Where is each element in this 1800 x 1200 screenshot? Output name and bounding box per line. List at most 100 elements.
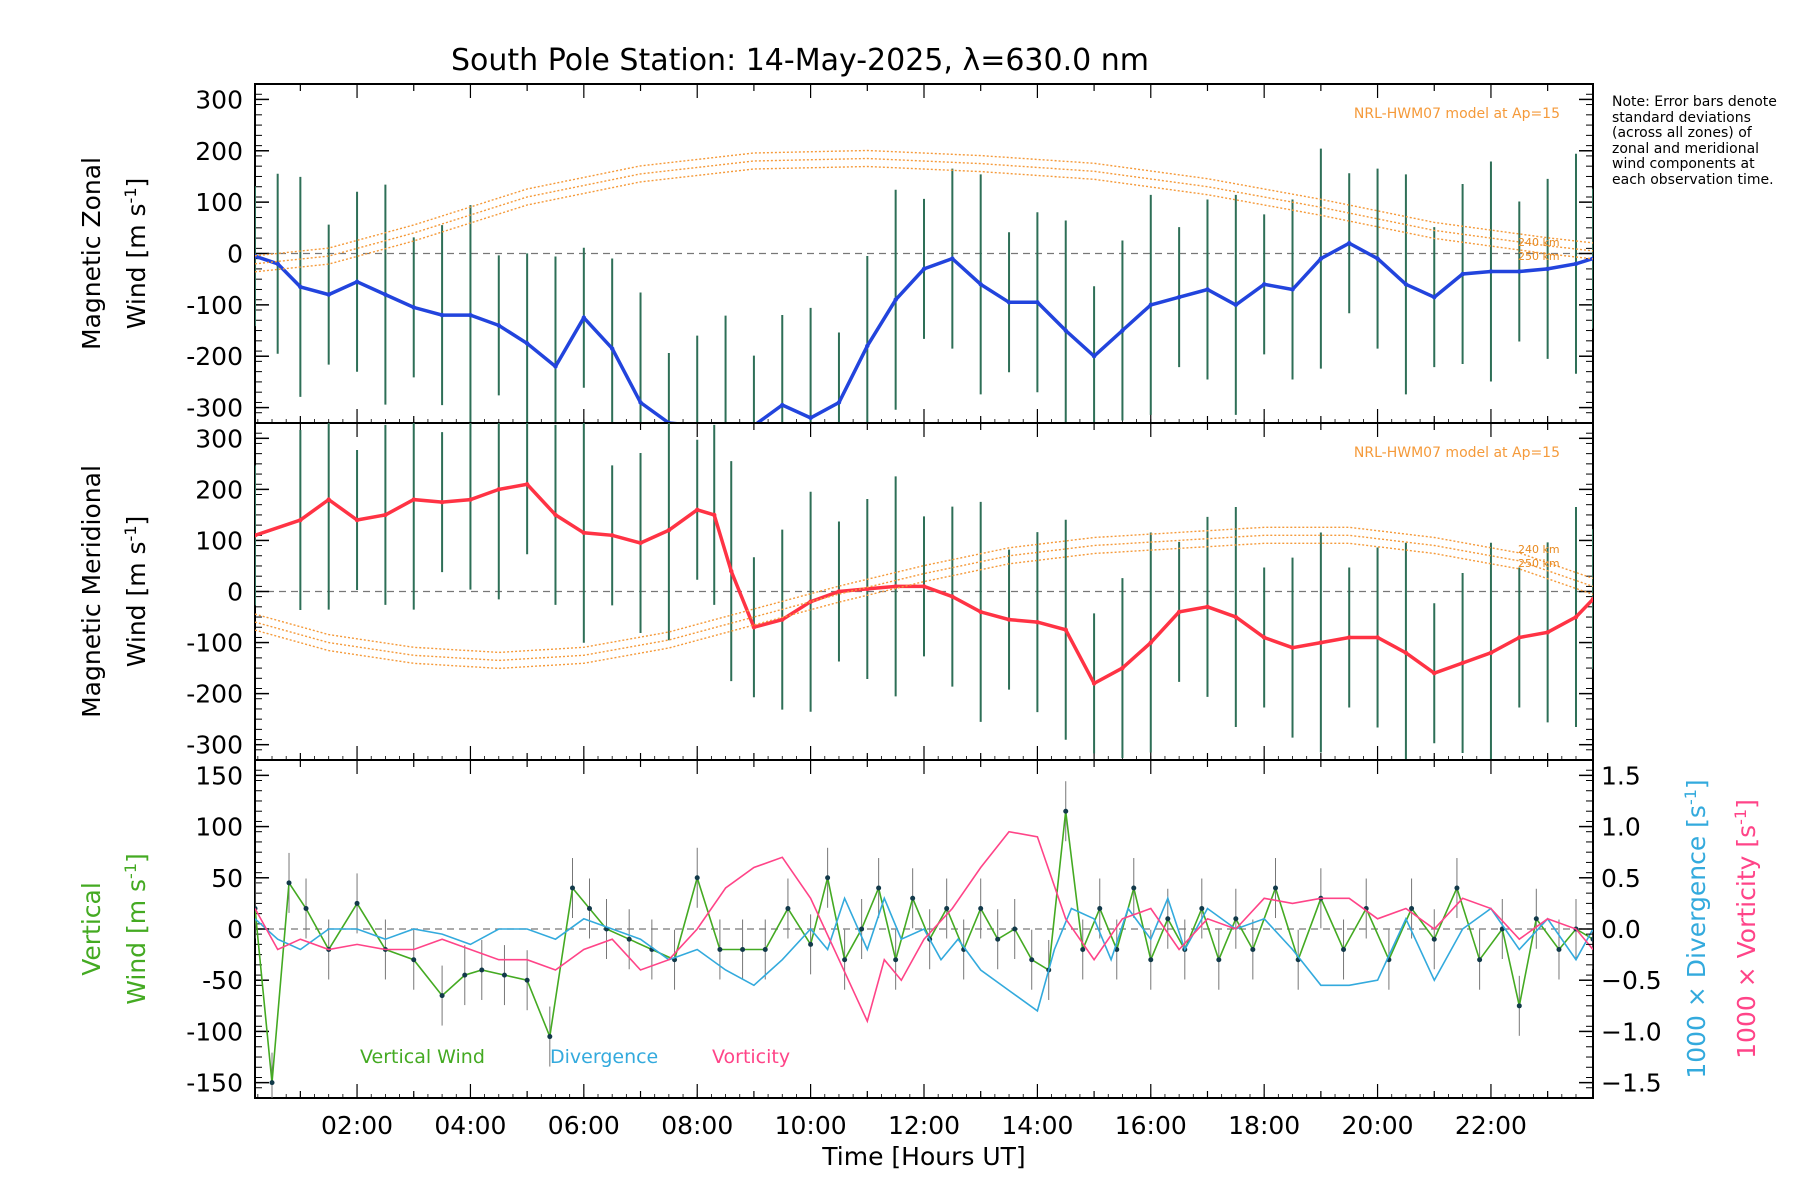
data-point (501, 972, 507, 978)
data-point (1432, 294, 1437, 300)
y2-tick-label: 1.0 (1601, 813, 1641, 842)
series-line (255, 896, 1593, 1013)
data-point (1006, 617, 1012, 622)
data-point (859, 926, 865, 932)
data-point (1403, 650, 1409, 655)
data-point (1545, 266, 1550, 272)
y2-tick-label: 1.5 (1601, 761, 1641, 790)
series-line (255, 811, 1593, 1083)
data-point (1120, 328, 1125, 333)
legend-item: Divergence (550, 1046, 658, 1068)
data-point (694, 875, 700, 881)
data-point (326, 497, 331, 502)
data-point (638, 400, 643, 405)
data-point (1290, 645, 1295, 650)
data-point (1233, 302, 1239, 308)
data-point (626, 936, 632, 942)
y-tick-label: -100 (186, 1017, 243, 1046)
y-tick-label: 200 (195, 475, 243, 504)
x-axis-label: Time [Hours UT] (821, 1142, 1025, 1171)
data-point (354, 900, 360, 906)
panels: -300 -200 -100 0 100 200 300 Magnetic Zonal Wind… (77, 83, 1761, 1171)
data-point (1318, 640, 1324, 645)
series-zonal-wind (255, 148, 1593, 423)
data-point (303, 906, 309, 912)
data-point (1176, 609, 1182, 615)
data-point (1176, 294, 1182, 300)
data-point (1516, 1003, 1522, 1009)
data-point (354, 279, 360, 284)
y-axis-label-line1: Vertical (77, 882, 106, 976)
y-axis-label-line2: Wind [m s-1] (121, 178, 151, 330)
panel-vertical: -150 -100 -50 0 50 100 150 Vertical Wind [m s-1]… (77, 759, 1761, 1171)
data-point (1035, 300, 1040, 305)
data-point (1273, 885, 1279, 891)
data-point (547, 1034, 553, 1040)
x-tick-label: 12:00 (888, 1111, 960, 1140)
data-point (1460, 660, 1465, 666)
series-nrl-hwm07-model-at-ap-15 (255, 149, 1593, 273)
data-point (995, 936, 1001, 942)
data-point (468, 497, 473, 502)
data-point (439, 499, 445, 505)
series-divergence (255, 896, 1593, 1013)
data-point (1590, 596, 1593, 602)
data-point (1148, 957, 1154, 963)
y-tick-label: 100 (195, 188, 243, 217)
data-point (729, 568, 734, 574)
legend-item: Vorticity (712, 1046, 790, 1068)
data-point (865, 586, 870, 592)
x-tick-label: 18:00 (1228, 1111, 1300, 1140)
x-tick-label: 20:00 (1342, 1111, 1414, 1140)
data-point (553, 364, 558, 369)
data-point (1477, 957, 1483, 963)
series-meridional-wind (255, 423, 1593, 760)
data-point (1488, 650, 1494, 655)
data-point (1403, 282, 1409, 287)
data-point (1432, 670, 1437, 676)
data-point (439, 993, 445, 999)
x-tick-label: 02:00 (321, 1111, 393, 1140)
data-point (1035, 619, 1040, 625)
x-tick-label: 08:00 (661, 1111, 733, 1140)
data-point (751, 625, 757, 630)
data-point (1431, 936, 1437, 942)
data-point (1205, 604, 1210, 610)
x-tick-label: 04:00 (434, 1111, 506, 1140)
data-point (1006, 300, 1012, 305)
y-tick-label: -200 (186, 680, 243, 709)
data-point (876, 885, 882, 891)
y2-tick-label: −1.5 (1601, 1069, 1662, 1098)
data-point (587, 906, 592, 912)
y-tick-label: -200 (186, 342, 243, 371)
chart-title: South Pole Station: 14-May-2025, λ=630.0… (451, 43, 1149, 78)
data-point (944, 906, 950, 912)
y-tick-label: -300 (186, 394, 243, 423)
data-point (1165, 916, 1171, 922)
data-point (780, 402, 785, 408)
data-point (383, 512, 388, 518)
data-point (609, 533, 615, 538)
data-point (1233, 614, 1239, 620)
data-point (1590, 936, 1593, 942)
data-point (785, 906, 791, 912)
y-axis-label-line1: Magnetic Meridional (77, 465, 106, 718)
y-tick-label: -150 (186, 1069, 243, 1098)
data-point (1091, 681, 1097, 686)
data-point (638, 540, 643, 546)
data-point (581, 315, 587, 320)
data-point (893, 297, 898, 302)
y2-tick-label: 0.5 (1601, 864, 1641, 893)
data-point (1063, 808, 1069, 814)
y-tick-label: -50 (202, 966, 243, 995)
data-point (609, 346, 615, 351)
data-point (298, 517, 303, 523)
data-point (1409, 906, 1415, 912)
data-point (717, 946, 723, 952)
data-point (1063, 627, 1068, 632)
data-point (383, 292, 388, 297)
data-point (354, 517, 360, 523)
data-point (1233, 916, 1239, 922)
model-height-label: 240 km (1518, 236, 1560, 249)
